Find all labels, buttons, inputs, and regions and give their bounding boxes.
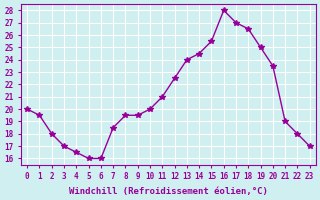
X-axis label: Windchill (Refroidissement éolien,°C): Windchill (Refroidissement éolien,°C)	[69, 187, 268, 196]
